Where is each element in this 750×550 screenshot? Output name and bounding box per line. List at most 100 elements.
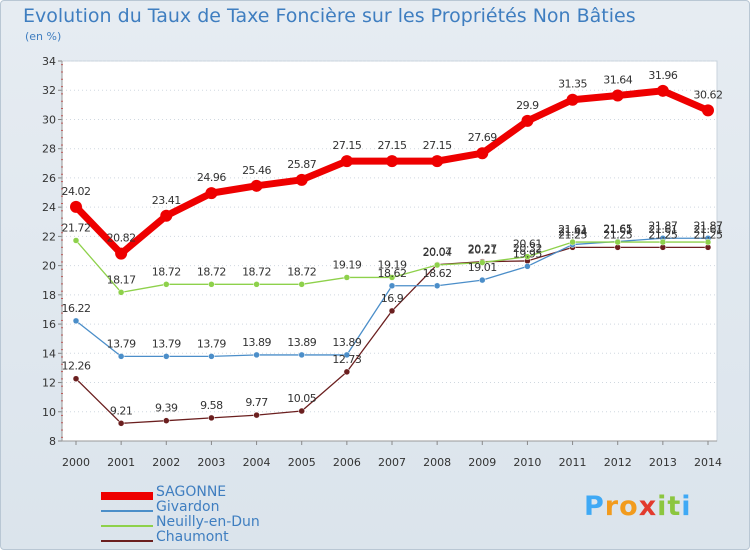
y-tick-label: 8 [49,435,56,448]
legend-swatch [101,510,153,512]
data-point [566,93,579,106]
data-label: 21.25 [694,228,723,241]
y-tick-label: 30 [42,113,56,126]
data-label: 20.04 [423,246,452,259]
data-point [524,263,531,270]
data-point [70,200,82,213]
legend-label: SAGONNE [156,484,227,500]
x-tick-label: 2001 [107,456,135,469]
y-tick-label: 26 [42,172,56,185]
data-label: 20.82 [107,232,136,245]
data-label: 18.62 [423,267,452,280]
data-label: 25.87 [287,158,316,171]
data-point [704,238,712,246]
data-point [72,237,80,244]
x-tick-label: 2012 [604,456,632,469]
legend-label: Chaumont [156,529,229,545]
data-label: 21.61 [603,223,632,236]
data-label: 21.44 [558,226,587,239]
logo-letter: r [604,491,620,522]
x-tick-label: 2010 [513,456,541,469]
data-label: 21.87 [694,219,723,232]
data-label: 31.96 [648,69,677,82]
data-label: 16.9 [381,292,404,305]
data-point [388,282,396,290]
data-label: 9.39 [155,402,178,415]
data-label: 18.62 [378,267,407,280]
x-tick-label: 2004 [243,456,271,469]
x-tick-label: 2009 [468,456,496,469]
data-label: 27.69 [468,131,497,144]
y-tick-label: 34 [42,55,56,68]
data-point [479,276,486,284]
proxiti-logo: Proxiti [584,491,692,522]
data-point [569,238,576,246]
x-tick-label: 2002 [152,456,180,469]
data-point [295,173,308,186]
y-tick-label: 18 [42,289,56,302]
data-label: 9.77 [245,396,268,409]
x-tick-label: 2003 [197,456,225,469]
legend-label: Givardon [156,499,220,515]
data-point [388,274,396,281]
data-point [298,407,305,415]
data-point [524,253,531,260]
data-label: 19.01 [468,261,497,274]
data-label: 20.07 [423,246,452,259]
y-tick-label: 22 [42,230,56,243]
data-label: 19.19 [332,258,361,271]
data-point [117,289,125,296]
plot-area [61,60,718,442]
data-label: 31.35 [558,78,587,91]
data-label: 27.15 [332,139,361,152]
chart-title: Evolution du Taux de Taxe Foncière sur l… [23,5,636,27]
legend-swatch [101,525,153,527]
data-label: 13.89 [242,336,271,349]
data-label: 20.32 [513,242,542,255]
data-label: 25.46 [242,164,271,177]
data-label: 19.19 [378,258,407,271]
data-label: 13.79 [152,337,181,350]
data-point [343,274,351,281]
data-point [115,247,128,260]
data-label: 29.9 [516,99,539,112]
data-point [160,209,173,222]
logo-letter: x [638,491,658,522]
data-label: 31.64 [603,73,632,86]
data-point [298,351,305,359]
data-point [117,420,125,427]
data-point [659,238,667,246]
data-point [208,281,215,288]
data-point [388,307,396,315]
data-point [163,281,170,288]
data-label: 27.15 [378,139,407,152]
data-point [702,104,714,117]
data-label: 23.41 [152,194,181,207]
y-tick-label: 12 [42,377,56,390]
data-point [521,114,534,127]
legend-swatch [101,540,153,542]
data-label: 21.61 [648,223,677,236]
data-point [205,187,218,200]
data-point [72,317,80,325]
data-label: 27.15 [423,139,452,152]
data-label: 18.72 [152,265,181,278]
x-tick-label: 2006 [333,456,361,469]
x-tick-label: 2000 [62,456,90,469]
data-point [433,261,441,269]
data-point [656,84,669,97]
data-label: 30.62 [694,88,723,101]
data-point [250,179,263,192]
logo-letter: P [584,491,605,522]
data-point [208,414,215,422]
data-point [163,417,170,424]
data-point [479,259,486,266]
data-label: 13.89 [332,336,361,349]
data-point [253,411,260,419]
x-tick-label: 2005 [288,456,316,469]
y-tick-label: 10 [42,406,56,419]
x-tick-label: 2007 [378,456,406,469]
data-label: 24.96 [197,171,226,184]
